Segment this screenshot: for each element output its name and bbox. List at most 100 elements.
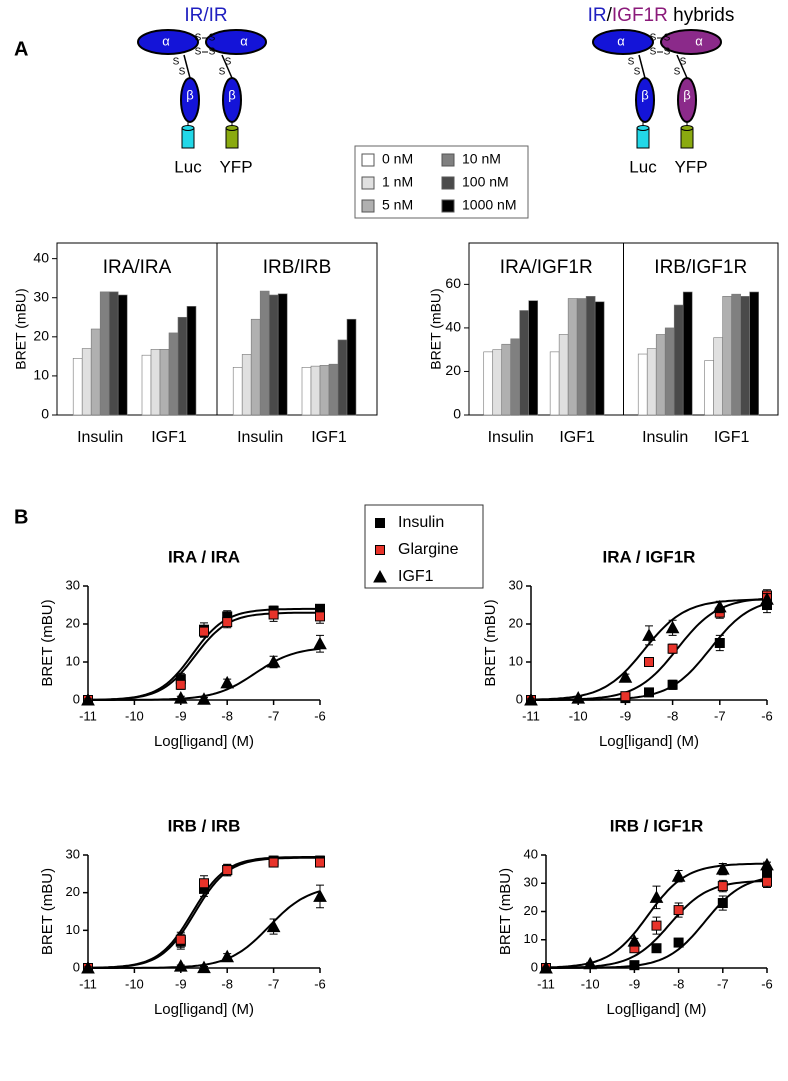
facet-title: IRB/IGF1R xyxy=(654,257,747,278)
bar xyxy=(567,298,578,416)
y-axis-label: BRET (mBU) xyxy=(13,288,29,369)
s-label: S xyxy=(173,57,180,68)
x-tick-label: -11 xyxy=(522,708,540,723)
y-tick-label: 30 xyxy=(509,577,523,592)
y-axis-label: BRET (mBU) xyxy=(39,868,56,955)
marker xyxy=(651,943,662,954)
bar xyxy=(558,334,569,416)
s-label: S xyxy=(195,33,202,44)
marker xyxy=(81,960,95,974)
marker xyxy=(627,934,642,947)
bar xyxy=(501,343,512,416)
x-tick-label: -7 xyxy=(717,976,729,991)
y-tick-label: 0 xyxy=(516,691,523,706)
bar xyxy=(150,349,161,416)
bar xyxy=(117,294,128,416)
bar xyxy=(646,348,657,416)
x-tick-label: -6 xyxy=(761,976,773,991)
s-label: S xyxy=(674,67,681,78)
bar xyxy=(704,360,714,416)
x-tick-label: -6 xyxy=(761,708,773,723)
y-tick-label: 0 xyxy=(73,959,80,974)
bar xyxy=(259,290,270,416)
diagram-title: IR/IGF1R hybrids xyxy=(588,5,735,26)
marker xyxy=(175,934,186,945)
stalk xyxy=(221,54,233,79)
beta-label: β xyxy=(228,87,235,102)
tag-top xyxy=(225,125,239,131)
marker xyxy=(762,876,772,887)
marker xyxy=(717,898,728,909)
marker xyxy=(571,691,586,704)
legend-swatch xyxy=(441,199,455,213)
s-label: S xyxy=(219,67,226,78)
s-label: S xyxy=(628,57,635,68)
marker xyxy=(175,679,186,690)
x-tick-label: Insulin xyxy=(237,429,283,446)
x-tick-label: IGF1 xyxy=(714,429,750,446)
fit-curve xyxy=(88,856,320,969)
s-label: S xyxy=(634,67,641,78)
bar xyxy=(549,351,560,416)
y-tick-label: 10 xyxy=(509,653,523,668)
panel-label: A xyxy=(14,38,28,60)
y-tick-label: 20 xyxy=(66,884,80,899)
alpha-label: α xyxy=(240,33,248,48)
y-tick-label: 10 xyxy=(33,367,49,383)
alpha-subunit xyxy=(205,29,267,55)
y-tick-label: 40 xyxy=(445,319,461,335)
title-part: / xyxy=(607,5,613,26)
bar xyxy=(519,310,530,416)
marker xyxy=(618,670,633,683)
marker xyxy=(197,960,211,974)
x-tick-label: IGF1 xyxy=(559,429,595,446)
y-tick-label: 10 xyxy=(66,922,80,937)
marker xyxy=(665,620,680,634)
s-label: S xyxy=(664,33,671,44)
bar xyxy=(337,339,348,416)
fit-curve xyxy=(531,597,768,701)
diagram-title: IR/IR xyxy=(184,5,227,26)
marker xyxy=(524,692,538,706)
bar xyxy=(141,354,152,416)
s-label: S xyxy=(664,47,671,58)
marker xyxy=(266,654,281,668)
bar xyxy=(159,349,170,416)
tag-top xyxy=(636,125,650,131)
s-label: S xyxy=(179,67,186,78)
legend-marker xyxy=(373,569,387,583)
y-tick-label: 0 xyxy=(531,959,538,974)
y-tick-label: 0 xyxy=(453,406,461,422)
legend-label: 100 nM xyxy=(462,174,509,190)
bar xyxy=(673,304,684,416)
y-tick-label: 60 xyxy=(445,275,461,291)
x-axis-label: Log[ligand] (M) xyxy=(599,733,699,750)
marker xyxy=(667,643,678,654)
bar xyxy=(90,328,101,416)
yfp-label: YFP xyxy=(674,157,707,176)
y-axis-label: BRET (mBU) xyxy=(482,599,499,686)
title-part: hybrids xyxy=(668,5,735,26)
legend-label: 5 nM xyxy=(382,197,413,213)
bar xyxy=(740,296,750,416)
marker xyxy=(671,869,686,882)
bar xyxy=(492,349,503,416)
y-tick-label: 0 xyxy=(41,406,49,422)
legend-swatch xyxy=(361,199,375,213)
bar xyxy=(177,316,188,416)
y-tick-label: 10 xyxy=(66,653,80,668)
bar xyxy=(655,334,666,416)
y-tick-label: 20 xyxy=(445,362,461,378)
y-tick-label: 40 xyxy=(524,846,538,861)
alpha-label: α xyxy=(162,33,170,48)
bar xyxy=(713,337,723,416)
x-tick-label: -9 xyxy=(175,976,187,991)
beta-label: β xyxy=(641,87,648,102)
y-tick-label: 20 xyxy=(524,903,538,918)
fit-curve xyxy=(531,602,768,701)
marker xyxy=(173,959,188,972)
legend-label: 1000 nM xyxy=(462,197,516,213)
beta-label: β xyxy=(186,87,193,102)
